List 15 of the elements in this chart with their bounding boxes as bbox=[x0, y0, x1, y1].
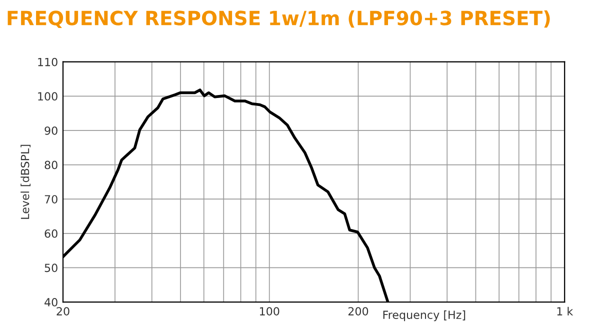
y-tick-label: 90 bbox=[44, 126, 58, 135]
x-tick-label: 1 k bbox=[557, 306, 574, 316]
y-tick-label: 60 bbox=[44, 229, 58, 238]
y-tick-label: 50 bbox=[44, 264, 58, 272]
chart-title: FREQUENCY RESPONSE 1w/1m (LPF90+3 PRESET) bbox=[8, 10, 550, 28]
y-tick-label: 70 bbox=[44, 195, 58, 204]
x-tick-label: 100 bbox=[260, 307, 280, 316]
y-tick-label: 80 bbox=[44, 160, 58, 170]
x-axis-title: Frequency [Hz] bbox=[383, 310, 466, 322]
y-tick-label: 100 bbox=[38, 92, 58, 101]
y-axis-title: Level [dBSPL] bbox=[20, 144, 31, 219]
y-tick-label: 40 bbox=[44, 298, 58, 306]
x-tick-label: 20 bbox=[56, 307, 70, 316]
x-tick-label: 200 bbox=[348, 307, 368, 316]
y-tick-label: 110 bbox=[38, 58, 58, 66]
